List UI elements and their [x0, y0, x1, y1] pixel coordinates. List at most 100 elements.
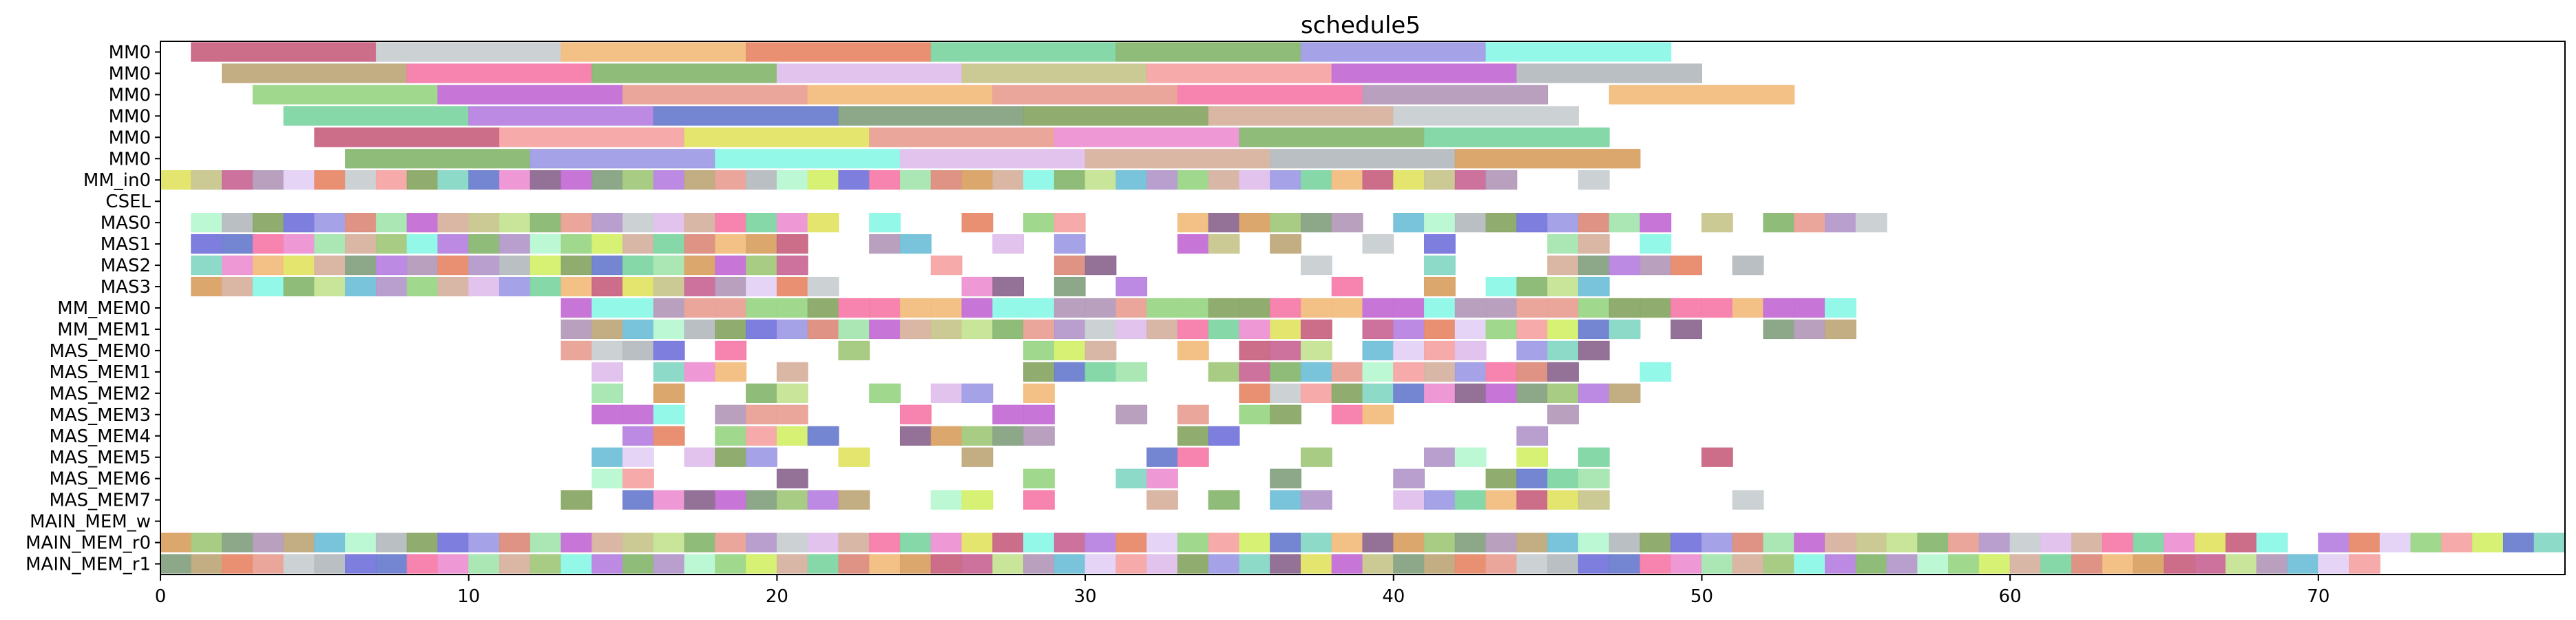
task-bar	[252, 533, 284, 552]
task-bar	[468, 234, 500, 254]
task-bar	[2349, 533, 2380, 552]
task-bar	[1794, 213, 1826, 233]
task-bar	[715, 362, 747, 382]
task-bar	[1239, 170, 1271, 190]
task-bar	[1023, 362, 1055, 382]
task-bar	[375, 170, 408, 190]
row-label: MM_in0	[83, 170, 151, 191]
task-bar	[807, 213, 839, 233]
task-bar	[1547, 340, 1579, 361]
task-bar	[437, 255, 470, 276]
task-bar	[1732, 255, 1764, 276]
task-bar	[1763, 213, 1795, 233]
task-bar	[1424, 255, 1456, 276]
task-bar	[499, 170, 531, 190]
task-bar	[252, 170, 284, 190]
task-bar	[869, 554, 901, 574]
row-label: MAS_MEM5	[49, 448, 151, 468]
task-bar	[776, 383, 808, 403]
task-bar	[1485, 319, 1518, 340]
task-bar	[1485, 213, 1518, 233]
task-bar	[1239, 404, 1271, 424]
task-bar	[1578, 319, 1610, 340]
task-bar	[1454, 447, 1487, 467]
row-label: MAS_MEM1	[49, 362, 151, 383]
task-bar	[375, 42, 562, 62]
task-bar	[2410, 533, 2442, 552]
task-bar	[1424, 383, 1456, 403]
task-bar	[869, 533, 901, 552]
task-bar	[1300, 362, 1332, 382]
task-bar	[2287, 554, 2319, 574]
x-tick-label: 50	[1690, 586, 1713, 607]
task-bar	[776, 490, 808, 510]
task-bar	[746, 276, 777, 297]
task-bar	[406, 234, 439, 254]
row-label: MM0	[109, 127, 151, 148]
task-bar	[1239, 362, 1271, 382]
row-label: MAS0	[101, 213, 151, 234]
task-bar	[746, 255, 777, 276]
task-bar	[622, 85, 808, 105]
task-bar	[1485, 490, 1518, 510]
task-bar	[622, 468, 654, 488]
task-bar	[1547, 404, 1579, 424]
task-bar	[437, 533, 470, 552]
task-bar	[283, 170, 315, 190]
task-bar	[1146, 468, 1178, 488]
row-label: MM_MEM0	[57, 298, 151, 319]
task-bar	[222, 554, 253, 574]
task-bar	[1270, 554, 1301, 574]
task-bar	[561, 319, 593, 340]
task-bar	[1146, 533, 1178, 552]
task-bar	[776, 404, 808, 424]
task-bar	[838, 340, 870, 361]
task-bar	[591, 276, 624, 297]
task-bar	[1331, 276, 1363, 297]
task-bar	[961, 426, 994, 446]
task-bar	[1270, 490, 1301, 510]
task-bar	[1424, 319, 1456, 340]
task-bar	[1794, 298, 1826, 318]
task-bar	[1239, 554, 1271, 574]
row-label: MAS_MEM7	[49, 490, 151, 511]
task-bar	[283, 234, 315, 254]
task-bar	[961, 170, 994, 190]
task-bar	[1331, 383, 1363, 403]
task-bar	[2502, 533, 2535, 552]
row-label: MAS_MEM0	[49, 341, 151, 362]
task-bar	[1701, 447, 1733, 467]
task-bar	[715, 319, 747, 340]
task-bar	[591, 404, 624, 424]
task-bar	[1116, 319, 1148, 340]
task-bar	[1270, 340, 1301, 361]
task-bar	[807, 170, 839, 190]
task-bar	[1177, 319, 1209, 340]
task-bar	[1393, 383, 1425, 403]
task-bar	[1547, 276, 1579, 297]
task-bar	[992, 298, 1025, 318]
task-bar	[345, 276, 377, 297]
task-bar	[2040, 554, 2073, 574]
task-bar	[591, 234, 624, 254]
task-bar	[1085, 362, 1117, 382]
task-bar	[653, 170, 685, 190]
task-bar	[684, 170, 716, 190]
task-bar	[1485, 468, 1518, 488]
task-bar	[1578, 340, 1610, 361]
task-bar	[1516, 63, 1702, 83]
task-bar	[807, 426, 839, 446]
task-bar	[530, 255, 562, 276]
task-bar	[746, 404, 777, 424]
task-bar	[622, 447, 654, 467]
task-bar	[746, 426, 777, 446]
task-bar	[1023, 404, 1055, 424]
task-bar	[1671, 319, 1702, 340]
task-bar	[222, 276, 253, 297]
task-bar	[1485, 362, 1518, 382]
task-bar	[653, 554, 685, 574]
task-bar	[1516, 554, 1549, 574]
row-label: MAS_MEM2	[49, 384, 151, 404]
task-bar	[406, 213, 439, 233]
task-bar	[591, 447, 624, 467]
